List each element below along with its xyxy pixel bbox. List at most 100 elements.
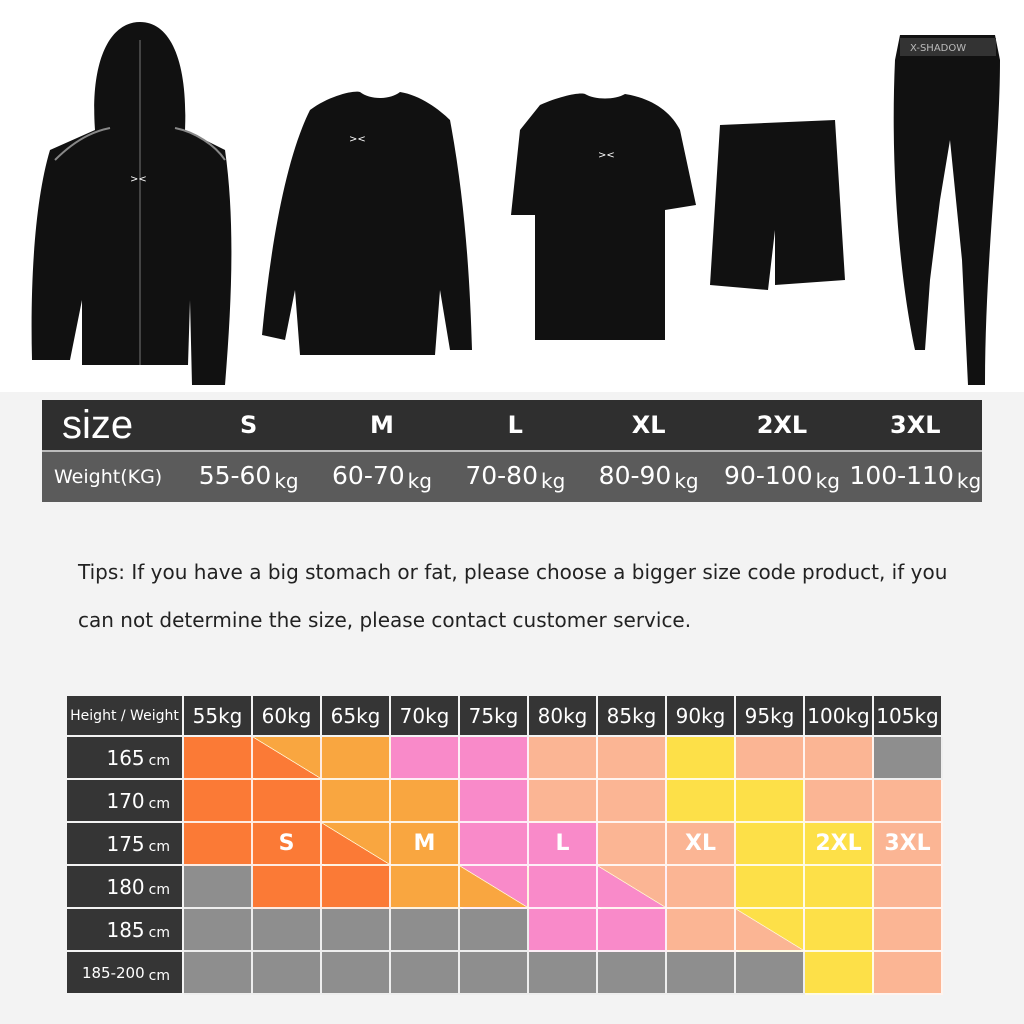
grid-cell xyxy=(184,823,253,866)
height-label: 170 cm xyxy=(67,780,184,823)
grid-cell xyxy=(874,952,943,995)
weight-header: 80kg xyxy=(529,696,598,737)
grid-cell xyxy=(598,952,667,995)
height-label: 165 cm xyxy=(67,737,184,780)
short-sleeve-shirt: >< xyxy=(511,93,696,340)
size-label: L xyxy=(555,831,570,856)
grid-cell: 2XL xyxy=(805,823,874,866)
grid-cell: 3XL xyxy=(874,823,943,866)
grid-cell: XL xyxy=(667,823,736,866)
grid-cell xyxy=(460,780,529,823)
size-label: XL xyxy=(685,831,716,856)
height-unit: cm xyxy=(148,924,170,941)
size-label: 3XL xyxy=(884,831,931,856)
size-cell: M xyxy=(370,411,394,439)
grid-cell xyxy=(667,866,736,909)
weight-header: Weight(KG) xyxy=(54,466,163,488)
grid-cell xyxy=(598,866,667,909)
size-header: size xyxy=(62,402,134,447)
grid-cell xyxy=(736,952,805,995)
grid-cell xyxy=(184,780,253,823)
hooded-jacket: >< xyxy=(31,22,232,385)
weight-header: 105kg xyxy=(874,696,943,737)
grid-cell xyxy=(322,952,391,995)
weight-header: 95kg xyxy=(736,696,805,737)
weight-unit: kg xyxy=(956,469,982,493)
svg-text:><: >< xyxy=(349,134,366,145)
weight-header: 90kg xyxy=(667,696,736,737)
grid-cell xyxy=(391,780,460,823)
grid-cell: S xyxy=(253,823,322,866)
size-label: S xyxy=(278,831,295,856)
weight-header: 65kg xyxy=(322,696,391,737)
weight-unit: kg xyxy=(274,469,299,493)
grid-cell xyxy=(253,952,322,995)
weight-cell: 80-90 kg xyxy=(582,461,715,493)
height-unit: cm xyxy=(148,967,170,984)
grid-cell xyxy=(667,952,736,995)
grid-cell xyxy=(253,737,322,780)
height-label: 185 cm xyxy=(67,909,184,952)
grid-cell xyxy=(529,952,598,995)
grid-cell xyxy=(322,780,391,823)
grid-cell xyxy=(805,909,874,952)
grid-cell xyxy=(322,909,391,952)
weight-value: 90-100 xyxy=(724,461,813,490)
svg-text:><: >< xyxy=(598,150,615,161)
grid-cell xyxy=(391,866,460,909)
weight-cell: 70-80 kg xyxy=(449,461,582,493)
grid-cell xyxy=(805,866,874,909)
compression-pants: X-SHADOW xyxy=(893,35,1000,385)
weight-value: 100-110 xyxy=(849,461,954,490)
grid-cell xyxy=(253,909,322,952)
grid-cell xyxy=(736,866,805,909)
grid-cell xyxy=(598,823,667,866)
weight-header: 75kg xyxy=(460,696,529,737)
weight-cell: 100-110 kg xyxy=(849,461,982,493)
grid-cell xyxy=(253,780,322,823)
grid-cell xyxy=(529,909,598,952)
grid-cell xyxy=(460,909,529,952)
height-weight-size-grid: Height / Weight 55kg 60kg 65kg 70kg 75kg 80kg 8… xyxy=(67,696,943,995)
weight-unit: kg xyxy=(407,469,432,493)
grid-cell xyxy=(667,737,736,780)
grid-cell xyxy=(184,909,253,952)
size-weight-table: size S M L XL 2XL 3XL Weight(KG) 55-60 kg… xyxy=(42,400,982,504)
height-unit: cm xyxy=(148,752,170,769)
grid-cell xyxy=(529,866,598,909)
grid-cell xyxy=(667,909,736,952)
height-value: 185 xyxy=(106,917,145,942)
svg-text:X-SHADOW: X-SHADOW xyxy=(910,43,966,54)
weight-unit: kg xyxy=(541,469,566,493)
size-cell: 2XL xyxy=(756,411,808,439)
height-label: 180 cm xyxy=(67,866,184,909)
grid-cell xyxy=(184,952,253,995)
grid-cell xyxy=(253,866,322,909)
weight-value: 55-60 xyxy=(198,461,272,490)
grid-cell: M xyxy=(391,823,460,866)
weight-cell: 60-70 kg xyxy=(315,461,448,493)
height-unit: cm xyxy=(148,838,170,855)
height-value: 175 xyxy=(106,831,145,856)
grid-cell xyxy=(598,780,667,823)
grid-cell xyxy=(598,737,667,780)
height-unit: cm xyxy=(148,881,170,898)
corner-label: Height / Weight xyxy=(67,696,184,737)
weight-value: 70-80 xyxy=(465,461,538,490)
weight-unit: kg xyxy=(674,469,699,493)
grid-cell xyxy=(529,780,598,823)
grid-cell xyxy=(391,909,460,952)
height-value: 185-200 xyxy=(81,963,145,982)
grid-cell xyxy=(736,909,805,952)
grid-cell xyxy=(184,866,253,909)
grid-cell xyxy=(598,909,667,952)
grid-cell xyxy=(874,909,943,952)
size-row: size S M L XL 2XL 3XL xyxy=(42,400,982,452)
svg-text:><: >< xyxy=(130,174,147,185)
grid-cell xyxy=(460,952,529,995)
grid-cell xyxy=(736,737,805,780)
grid-cell xyxy=(529,737,598,780)
tips-text: Tips: If you have a big stomach or fat, … xyxy=(78,560,948,632)
weight-header: 85kg xyxy=(598,696,667,737)
grid-cell xyxy=(874,866,943,909)
